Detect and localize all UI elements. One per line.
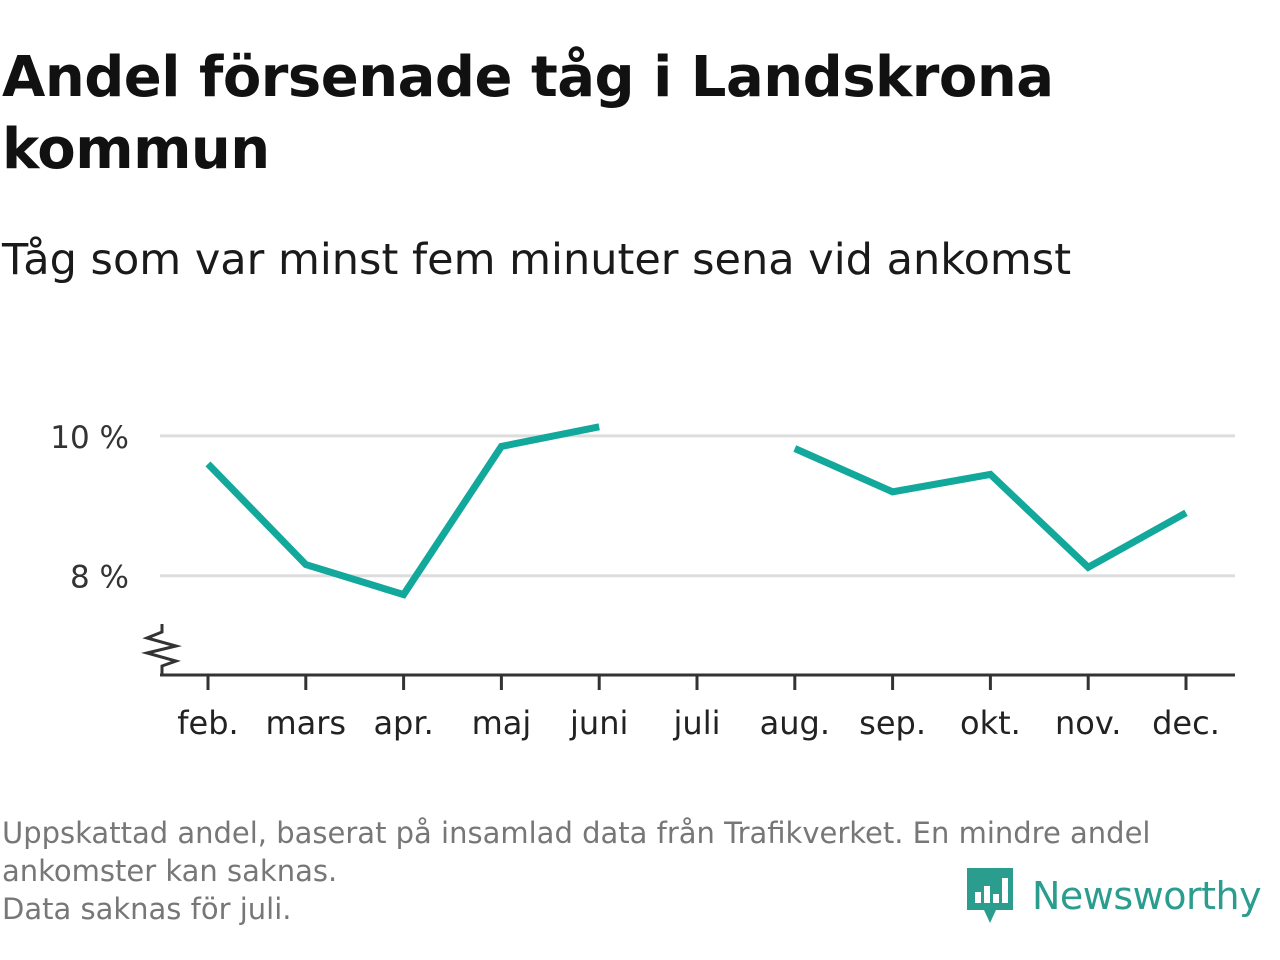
- x-tick-label: sep.: [859, 704, 926, 742]
- x-tick-label: aug.: [760, 704, 830, 742]
- y-tick-label: 8 %: [70, 560, 129, 596]
- chart-title: Andel försenade tåg i Landskrona kommun: [2, 45, 1054, 182]
- x-tick-label: feb.: [177, 704, 238, 742]
- x-tick-label: dec.: [1152, 704, 1220, 742]
- newsworthy-logo-icon: [967, 868, 1013, 923]
- brand-logo[interactable]: Newsworthy: [964, 864, 1262, 928]
- x-tick-label: nov.: [1055, 704, 1121, 742]
- series-line-segment-0-0: [205, 423, 600, 599]
- line-chart: 8 % 10 % feb. mars apr. maj juni juli aug. sep. ok…: [50, 420, 1235, 742]
- x-tick-label: okt.: [960, 704, 1021, 742]
- footnote-line-1: Uppskattad andel, baserat på insamlad da…: [2, 816, 1151, 850]
- x-tick-label: apr.: [373, 704, 433, 742]
- brand-name: Newsworthy: [1032, 874, 1262, 918]
- x-tick-label: juni: [569, 704, 628, 742]
- axis-break-icon: [141, 624, 182, 675]
- y-tick-label: 10 %: [50, 420, 129, 456]
- x-tick-label: juli: [673, 704, 721, 742]
- chart-subtitle: Tåg som var minst fem minuter sena vid a…: [2, 235, 1072, 285]
- series-line-segment-0-1: [793, 445, 1188, 572]
- x-tick-label: mars: [265, 704, 346, 742]
- footnote: Uppskattad andel, baserat på insamlad da…: [2, 814, 1262, 928]
- x-tick-label: maj: [472, 704, 532, 742]
- footnote-line-3: Data saknas för juli.: [2, 892, 292, 926]
- footnote-line-2: ankomster kan saknas.: [2, 854, 338, 888]
